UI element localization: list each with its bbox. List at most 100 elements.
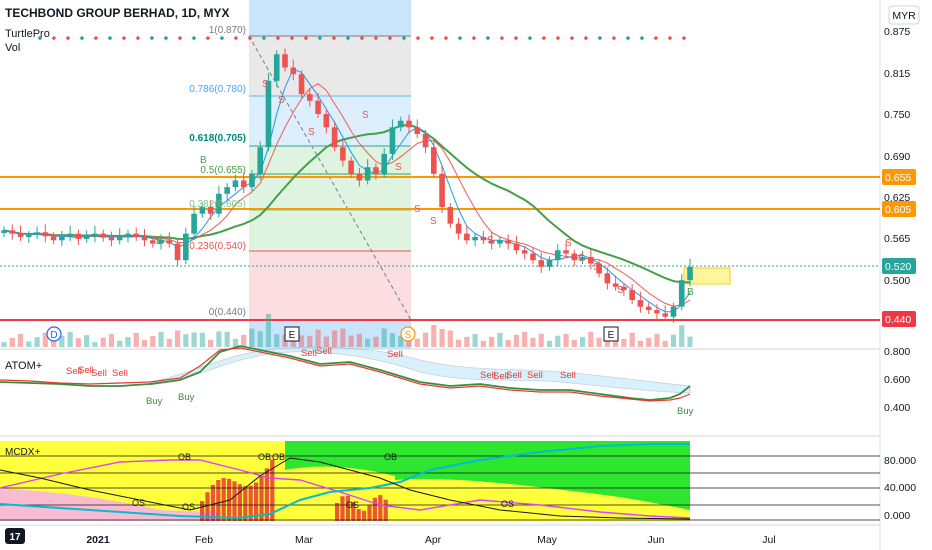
- event-label-d: D: [50, 330, 57, 341]
- volume-bar: [563, 333, 569, 347]
- mcdx-red-bar: [351, 501, 356, 521]
- fib-retracement[interactable]: [248, 0, 412, 349]
- volume-bar: [241, 334, 247, 347]
- signal-dot: [233, 35, 239, 41]
- price-tag-0440-text: 0.440: [885, 314, 911, 326]
- atom-tick-0800: 0.800: [884, 346, 910, 358]
- candle-body: [166, 240, 173, 244]
- candlestick-series[interactable]: [1, 48, 693, 323]
- time-axis[interactable]: 2021 Feb Mar Apr May Jun Jul: [86, 534, 775, 546]
- tradingview-logo[interactable]: 17: [5, 528, 25, 544]
- volume-bar: [472, 333, 478, 347]
- atom-sell-4: Sell: [112, 368, 128, 379]
- time-tick-mar: Mar: [295, 534, 314, 546]
- candle-body: [397, 120, 404, 128]
- volume-bar: [257, 331, 263, 347]
- candle-body: [59, 236, 65, 241]
- volume-bar: [34, 337, 40, 347]
- candle-body: [149, 240, 156, 244]
- signal-b-1: B: [200, 155, 207, 166]
- candle-body: [455, 223, 462, 234]
- signal-s-10: S: [578, 253, 585, 264]
- candle-body: [174, 243, 181, 261]
- time-tick-apr: Apr: [425, 534, 442, 546]
- candle-body: [240, 180, 247, 188]
- price-tick-0565: 0.565: [884, 233, 910, 245]
- candle-body: [530, 253, 536, 261]
- volume-bar: [381, 328, 387, 347]
- candle-body: [670, 306, 677, 317]
- volume-bar: [489, 336, 495, 347]
- candle-body: [232, 180, 239, 188]
- candle-body: [158, 240, 164, 244]
- fib-label-0618: 0.618(0.705): [189, 133, 246, 144]
- volume-bar: [42, 332, 48, 347]
- volume-bar: [646, 337, 652, 347]
- candle-body: [224, 187, 230, 194]
- candle-body: [331, 127, 338, 148]
- price-tag-0655-text: 0.655: [885, 172, 911, 184]
- mcdx-marker-ob: OB: [258, 452, 271, 462]
- candle-body: [389, 127, 396, 154]
- price-tag-0605: [882, 201, 916, 217]
- signal-dot: [107, 35, 113, 41]
- currency-label: MYR: [892, 10, 916, 22]
- volume-bar: [1, 342, 7, 347]
- atom-sell-10: Sell: [506, 370, 522, 381]
- candle-body: [472, 236, 478, 241]
- volume-bar: [555, 335, 561, 347]
- mcdx-red-bar: [200, 501, 205, 521]
- price-axis[interactable]: [880, 0, 932, 550]
- candle-body: [554, 250, 561, 261]
- volume-bar: [455, 339, 462, 347]
- volume-bar: [522, 331, 528, 347]
- signal-dot: [135, 35, 141, 41]
- target-box[interactable]: [683, 267, 731, 285]
- mcdx-red-bar: [383, 499, 388, 521]
- mcdx-tick-80: 80.000: [884, 455, 916, 467]
- candle-body: [480, 236, 487, 241]
- volume-bar: [579, 336, 586, 347]
- mcdx-red-bar: [237, 484, 242, 521]
- volume-bar: [50, 339, 57, 347]
- atom-pane[interactable]: [0, 345, 691, 402]
- volume-bar: [199, 332, 205, 347]
- signal-dot: [37, 35, 43, 41]
- atom-tick-0400: 0.400: [884, 402, 910, 414]
- mcdx-marker-os: OS: [132, 498, 145, 508]
- volume-bar: [480, 340, 486, 347]
- atom-sell-3: Sell: [91, 368, 107, 379]
- candle-body: [100, 233, 106, 238]
- volume-bar: [538, 333, 544, 347]
- price-tags[interactable]: 0.655 0.605 0.520 0.440: [882, 169, 916, 327]
- indicator-mcdx-title[interactable]: MCDX+: [5, 447, 40, 458]
- mcdx-red-bar: [378, 495, 383, 521]
- mcdx-red-bar: [216, 480, 221, 521]
- candle-body: [571, 253, 578, 261]
- price-tag-0655: [882, 169, 916, 185]
- indicator-vol[interactable]: Vol: [5, 42, 20, 54]
- candle-body: [513, 243, 520, 251]
- volume-bar: [571, 339, 577, 347]
- volume-bar: [431, 325, 437, 347]
- indicator-turtlepro[interactable]: TurtlePro: [5, 28, 50, 40]
- candle-body: [373, 167, 379, 174]
- volume-bar: [447, 330, 453, 347]
- signal-b-3: B: [687, 287, 694, 298]
- candle-body: [464, 233, 470, 241]
- atom-sell-7: Sell: [387, 349, 403, 360]
- currency-button[interactable]: [888, 5, 920, 25]
- volume-bar: [84, 335, 90, 347]
- candle-body: [207, 207, 214, 214]
- volume-bar: [75, 338, 81, 347]
- indicator-atom-title[interactable]: ATOM+: [5, 360, 42, 372]
- atom-sell-8: Sell: [480, 370, 496, 381]
- signal-s-12: S: [604, 272, 611, 283]
- candle-body: [521, 250, 528, 254]
- ma-green-line[interactable]: [3, 123, 690, 284]
- time-tick-jul: Jul: [762, 534, 775, 546]
- event-markers[interactable]: D E S E: [46, 326, 619, 342]
- signal-s-5: S: [395, 162, 402, 173]
- signal-dot: [121, 35, 127, 41]
